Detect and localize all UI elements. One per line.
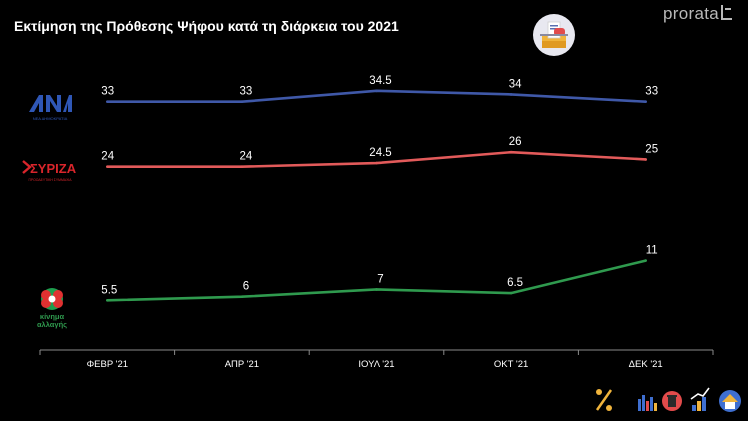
data-label-kinal: 6.5 (507, 277, 523, 289)
growth-chart-icon (690, 387, 710, 411)
series-line-nd (107, 89, 646, 103)
kinal-logo-line2: αλλαγής (37, 320, 67, 329)
ballot-box-icon (533, 14, 575, 56)
data-point-syriza (509, 150, 513, 154)
data-point-nd (106, 100, 109, 103)
data-label-kinal: 11 (646, 245, 658, 257)
data-label-syriza: 24.5 (369, 147, 391, 159)
data-point-kinal (509, 291, 513, 295)
data-point-syriza (240, 165, 244, 168)
syriza-logo-subtext: ΠΡΟΟΔΕΥΤΙΚΗ ΣΥΜΜΑΧΙΑ (28, 178, 72, 182)
data-label-kinal: 6 (243, 281, 249, 293)
data-label-nd: 33 (101, 86, 114, 98)
data-label-nd: 34 (509, 78, 522, 90)
data-label-syriza: 24 (101, 151, 114, 163)
data-point-kinal (106, 298, 109, 302)
x-tick-label: ΦΕΒΡ '21 (87, 359, 128, 370)
data-point-syriza (106, 165, 109, 168)
data-point-syriza (375, 161, 378, 165)
bottom-icon-row (595, 387, 741, 412)
house-icon (719, 390, 741, 412)
data-point-nd (375, 89, 378, 93)
data-label-nd: 33 (240, 86, 253, 98)
data-point-nd (509, 93, 513, 96)
kinal-logo: κίνημα αλλαγής (30, 285, 74, 331)
x-tick-label: ΙΟΥΛ '21 (358, 359, 394, 370)
percent-icon (595, 389, 613, 411)
x-tick-label: ΔΕΚ '21 (629, 359, 663, 370)
brand-mark-icon (721, 5, 732, 20)
nd-logo-text: ΝΕΑ ΔΗΜΟΚΡΑΤΙΑ (33, 116, 68, 121)
data-point-nd (644, 100, 647, 103)
data-point-kinal (375, 288, 378, 291)
data-label-syriza: 24 (240, 151, 253, 163)
brand-logo: prorata (663, 4, 732, 24)
kinal-logo-line1: κίνημα (40, 312, 65, 321)
trash-can-icon (662, 391, 682, 411)
data-point-kinal (240, 295, 244, 298)
data-label-syriza: 25 (645, 143, 658, 155)
brand-name: prorata (663, 4, 719, 23)
data-label-nd: 33 (645, 86, 658, 98)
bar-chart-icon (638, 395, 657, 411)
syriza-logo-text: ΣΥΡΙΖΑ (30, 161, 76, 176)
data-label-syriza: 26 (509, 136, 522, 148)
syriza-logo: ΣΥΡΙΖΑ ΠΡΟΟΔΕΥΤΙΚΗ ΣΥΜΜΑΧΙΑ (20, 157, 77, 185)
chart-title: Εκτίμηση της Πρόθεσης Ψήφου κατά τη διάρ… (14, 18, 399, 34)
data-label-kinal: 5.5 (101, 284, 117, 296)
data-label-nd: 34.5 (369, 75, 391, 87)
data-point-syriza (644, 158, 647, 161)
nd-logo: ΝΕΑ ΔΗΜΟΚΡΑΤΙΑ (26, 90, 74, 124)
x-tick-label: ΟΚΤ '21 (494, 359, 528, 370)
x-tick-label: ΑΠΡ '21 (225, 359, 259, 370)
data-point-nd (240, 100, 244, 103)
data-point-kinal (644, 259, 647, 262)
data-label-kinal: 7 (377, 273, 383, 285)
